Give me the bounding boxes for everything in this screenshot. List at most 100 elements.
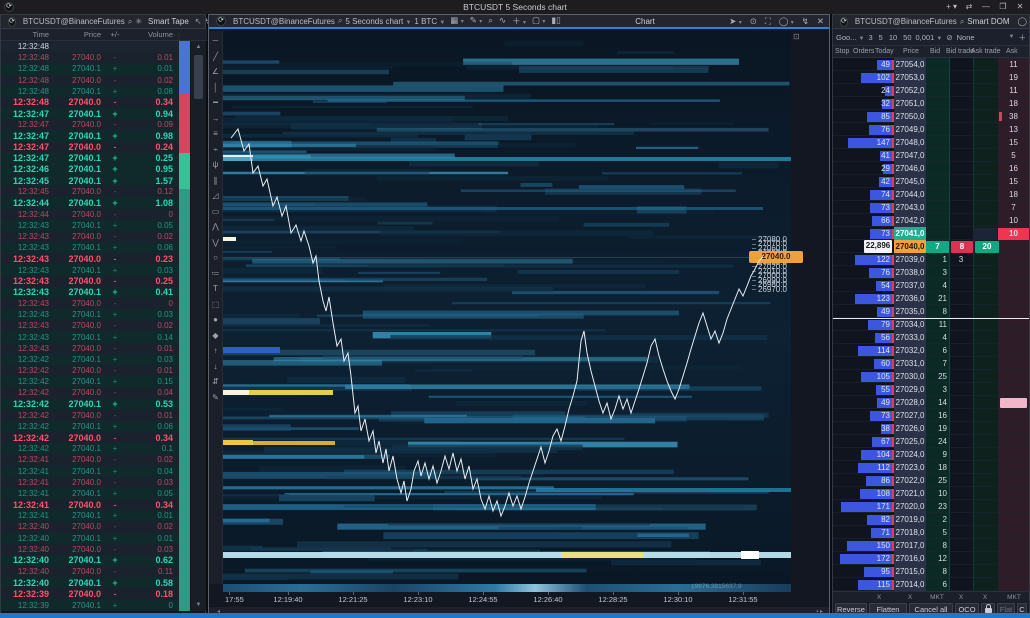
- channel-tool[interactable]: ∥: [213, 175, 218, 185]
- dom-ladder-row[interactable]: 49 27035,0 8: [833, 305, 1029, 318]
- quantity-select[interactable]: 1 BTC ▼: [414, 16, 446, 26]
- link-group-icon[interactable]: ◯ ▾: [1017, 16, 1030, 26]
- ask-size[interactable]: 15: [1009, 138, 1018, 147]
- bid-size[interactable]: 2: [942, 515, 947, 524]
- lock-button[interactable]: [981, 603, 995, 615]
- dom-ladder-row[interactable]: 49 27028,0 14: [833, 396, 1029, 409]
- price-cell[interactable]: 27022,0: [894, 474, 926, 487]
- plot-corner-icon[interactable]: ⊡: [793, 32, 800, 41]
- chart-scrollbar[interactable]: ◂ ▪ ▸: [209, 607, 829, 616]
- ask-size[interactable]: 38: [1009, 112, 1018, 121]
- trend-line-tool[interactable]: ╱: [213, 51, 218, 61]
- ray-tool[interactable]: ━: [213, 98, 218, 107]
- close-icon[interactable]: ✕: [816, 15, 825, 26]
- mode-select[interactable]: None: [956, 32, 975, 42]
- connection-icon[interactable]: ↯: [801, 15, 809, 26]
- qty-preset-10[interactable]: 10: [888, 32, 898, 42]
- price-cell[interactable]: 27031,0: [894, 357, 926, 370]
- price-cell[interactable]: 27019,0: [894, 513, 926, 526]
- price-cell[interactable]: 27041,0: [894, 227, 926, 240]
- ask-size[interactable]: 5: [1011, 151, 1016, 160]
- bid-size[interactable]: 9: [942, 450, 947, 459]
- price-cell[interactable]: 27053,0: [894, 71, 926, 84]
- fullscreen-icon[interactable]: ⛶: [764, 15, 771, 26]
- price-cell[interactable]: 27029,0: [894, 383, 926, 396]
- levels-tool[interactable]: ≡: [213, 129, 218, 138]
- dom-ladder-row[interactable]: 66 27042,0 10: [833, 214, 1029, 227]
- price-cell[interactable]: 27035,0: [894, 305, 926, 318]
- ask-size[interactable]: 18: [1009, 190, 1018, 199]
- bid-size[interactable]: 3: [942, 268, 947, 277]
- dom-ladder-row[interactable]: 114 27032,0 6: [833, 344, 1029, 357]
- bid-size[interactable]: 25: [938, 372, 947, 381]
- ellipse-tool[interactable]: ○: [213, 253, 218, 262]
- dom-toolbar-caret[interactable]: ▼: [1008, 34, 1015, 40]
- dom-ladder-row[interactable]: 73 27041,0 10: [833, 227, 1029, 240]
- panels-icon[interactable]: ▮▯: [551, 15, 561, 25]
- measure-tool[interactable]: ⇵: [212, 377, 219, 386]
- search-icon[interactable]: ⌕: [337, 16, 343, 25]
- cancel-column-button[interactable]: X: [907, 594, 913, 601]
- dom-ladder-row[interactable]: 56 27033,0 4: [833, 331, 1029, 344]
- layout-icon[interactable]: ▢ ▾: [531, 15, 546, 25]
- scroll-left-icon[interactable]: ◂: [217, 609, 221, 615]
- price-cell[interactable]: 27047,0: [894, 149, 926, 162]
- bid-size[interactable]: 8: [942, 541, 947, 550]
- vertical-line-tool[interactable]: │: [213, 82, 218, 92]
- price-cell[interactable]: 27042,0: [894, 214, 926, 227]
- price-cell[interactable]: 27049,0: [894, 123, 926, 136]
- cancel-column-button[interactable]: X: [876, 594, 882, 601]
- bid-size[interactable]: 8: [942, 567, 947, 576]
- price-cell[interactable]: 27050,0: [894, 110, 926, 123]
- price-cell[interactable]: 27039,0: [894, 253, 926, 266]
- polyline-tool[interactable]: ⌁: [213, 144, 218, 154]
- scroll-up-icon[interactable]: ▲: [195, 44, 202, 50]
- dom-ladder-row[interactable]: 60 27031,0 7: [833, 357, 1029, 370]
- dom-ladder-row[interactable]: 108 27021,0 10: [833, 487, 1029, 500]
- scroll-right-icons[interactable]: ▪ ▸: [816, 609, 823, 615]
- triangle-tool[interactable]: ◿: [212, 191, 219, 200]
- dom-ladder-row[interactable]: 82 27019,0 2: [833, 513, 1029, 526]
- price-cell[interactable]: 27024,0: [894, 448, 926, 461]
- dom-ladder-row[interactable]: 42 27045,0 15: [833, 175, 1029, 188]
- mkt-button[interactable]: MKT: [1007, 594, 1021, 601]
- ask-size[interactable]: 19: [1009, 73, 1018, 82]
- indicators-icon[interactable]: ∿: [498, 15, 507, 25]
- price-cell[interactable]: 27032,0: [894, 344, 926, 357]
- qty-preset-3[interactable]: 3: [868, 32, 873, 42]
- dom-ladder-row[interactable]: 150 27017,0 8: [833, 539, 1029, 552]
- dom-ladder-row[interactable]: 122 27039,0 1 3: [833, 253, 1029, 266]
- price-cell[interactable]: 27054,0: [894, 58, 926, 71]
- price-cell[interactable]: 27045,0: [894, 175, 926, 188]
- bid-size[interactable]: 10: [938, 489, 947, 498]
- horizontal-line-tool[interactable]: ─: [212, 36, 219, 45]
- dom-ladder-row[interactable]: 105 27030,0 25: [833, 370, 1029, 383]
- dom-ladder-row[interactable]: 115 27014,0 6: [833, 578, 1029, 591]
- dom-ladder-row[interactable]: 76 27038,0 3: [833, 266, 1029, 279]
- price-cell[interactable]: 27033,0: [894, 331, 926, 344]
- chart-plot-area[interactable]: [223, 31, 791, 584]
- price-cell[interactable]: 27046,0: [894, 162, 926, 175]
- ask-size[interactable]: 11: [1009, 86, 1018, 95]
- dom-ladder-row[interactable]: 29 27046,0 16: [833, 162, 1029, 175]
- price-cell[interactable]: 27025,0: [894, 435, 926, 448]
- dom-ladder-row[interactable]: 171 27020,0 23: [833, 500, 1029, 513]
- close-button[interactable]: ✕: [1016, 2, 1024, 11]
- price-cell[interactable]: 27038,0: [894, 266, 926, 279]
- text-tool[interactable]: T: [213, 284, 218, 293]
- timeframe-select[interactable]: 5 Seconds chart ▼: [345, 16, 412, 26]
- dom-ladder-row[interactable]: 38 27026,0 19: [833, 422, 1029, 435]
- dom-ladder-row[interactable]: 95 27015,0 8: [833, 565, 1029, 578]
- qty-preset-5[interactable]: 5: [878, 32, 883, 42]
- dom-add-icon[interactable]: ＋: [1018, 32, 1027, 42]
- price-cell[interactable]: 27052,0: [894, 84, 926, 97]
- dom-ladder-row[interactable]: 49 27054,0 11: [833, 58, 1029, 71]
- ask-size[interactable]: 10: [1009, 216, 1018, 225]
- scroll-down-icon[interactable]: ▼: [195, 602, 202, 608]
- price-cell[interactable]: 27018,0: [894, 526, 926, 539]
- dom-ladder-row[interactable]: 41 27047,0 5: [833, 149, 1029, 162]
- price-cell[interactable]: 27034,0: [894, 318, 926, 331]
- add-button[interactable]: + ▾: [946, 2, 957, 11]
- price-cell[interactable]: 27027,0: [894, 409, 926, 422]
- dom-ladder-row[interactable]: 147 27048,0 15: [833, 136, 1029, 149]
